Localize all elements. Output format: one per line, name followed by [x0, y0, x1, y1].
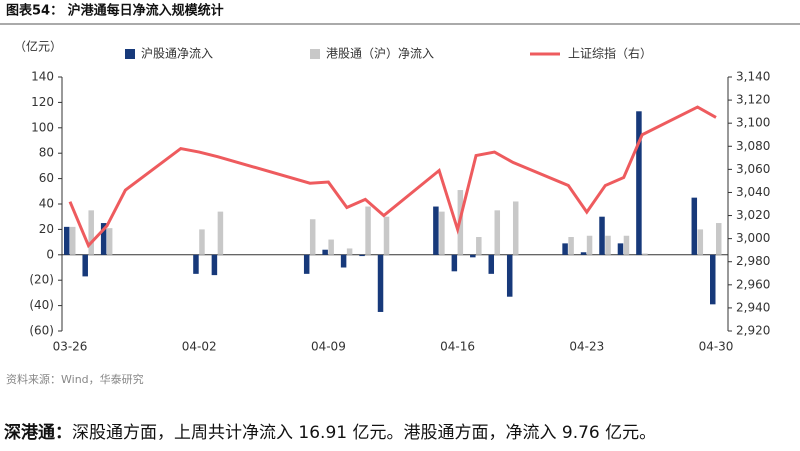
bar — [476, 237, 482, 255]
bar — [340, 254, 347, 268]
source: 资料来源：Wind，华泰研究 — [6, 372, 144, 386]
y2-tick-label: 2,940 — [736, 300, 770, 314]
bar — [512, 201, 519, 255]
y-tick-label: 60 — [39, 171, 54, 185]
line-series — [68, 105, 717, 249]
footer-text: 深股通方面，上周共计净流入 16.91 亿元。港股通方面，净流入 9.76 亿元… — [72, 423, 656, 443]
y2-tick-label: 3,020 — [736, 208, 770, 222]
y2-tick-label: 3,000 — [736, 231, 770, 245]
bar — [716, 223, 722, 255]
bar — [88, 210, 94, 255]
bar — [64, 226, 70, 255]
y-tick-label: 140 — [31, 70, 54, 84]
legend-label: 上证综指（右） — [568, 46, 652, 61]
bar — [642, 253, 648, 255]
y2-tick-label: 2,980 — [736, 254, 770, 268]
y2-tick-label: 2,920 — [736, 324, 770, 338]
bar — [211, 254, 218, 276]
bar — [488, 254, 495, 274]
y-tick-label: 80 — [39, 146, 54, 160]
bar — [599, 216, 605, 255]
bar — [710, 254, 716, 305]
x-tick-label: 04-16 — [440, 340, 475, 354]
bar — [470, 254, 476, 258]
y2-tick-label: 3,080 — [736, 139, 770, 153]
bar — [309, 219, 316, 255]
y2-tick-label: 3,100 — [736, 116, 770, 130]
bar — [562, 243, 568, 255]
y2-tick-label: 3,040 — [736, 185, 770, 199]
legend-swatch — [310, 49, 320, 59]
bar — [346, 248, 353, 255]
y-tick-label: (20) — [29, 273, 54, 287]
bar — [328, 239, 334, 255]
y2-tick-label: 3,140 — [736, 70, 770, 84]
bar — [322, 249, 328, 255]
x-tick-label: 03-26 — [53, 340, 88, 354]
y-tick-label: 100 — [31, 120, 54, 134]
y-tick-label: 40 — [39, 197, 54, 211]
bar — [697, 229, 704, 255]
bar — [586, 235, 593, 255]
bar — [383, 216, 390, 255]
y-tick-label: 0 — [46, 247, 54, 261]
x-tick-label: 04-23 — [569, 340, 604, 354]
bar — [433, 206, 439, 255]
bar — [568, 237, 574, 255]
bar — [365, 206, 371, 255]
bar — [605, 235, 611, 255]
bar — [494, 210, 501, 255]
bar — [580, 252, 587, 255]
legend-swatch — [125, 49, 135, 59]
chart-title: 图表54： 沪港通每日净流入规模统计 — [6, 3, 224, 19]
bar — [691, 197, 698, 255]
y-tick-label: (40) — [29, 298, 54, 312]
bar — [106, 228, 113, 255]
bar — [451, 254, 458, 272]
bar — [193, 254, 199, 274]
bar — [377, 254, 384, 312]
y2-tick-label: 3,060 — [736, 162, 770, 176]
legend-label: 港股通（沪）净流入 — [326, 47, 434, 61]
footer-lead: 深港通： — [4, 422, 72, 443]
legend-label: 沪股通净流入 — [141, 47, 213, 61]
bar — [70, 226, 76, 255]
bar — [439, 211, 445, 255]
bar — [100, 223, 107, 255]
y-axis-label: （亿元） — [14, 39, 62, 54]
bar — [303, 254, 310, 274]
footer: 深港通：深股通方面，上周共计净流入 16.91 亿元。港股通方面，净流入 9.7… — [4, 422, 656, 443]
y-tick-label: (60) — [29, 324, 54, 338]
bar — [359, 254, 365, 257]
bar — [199, 229, 205, 255]
bar — [617, 243, 624, 255]
bar — [506, 254, 513, 297]
y2-tick-label: 3,120 — [736, 93, 770, 107]
bar — [217, 211, 224, 255]
x-tick-label: 04-30 — [699, 340, 734, 354]
y-tick-label: 20 — [39, 222, 54, 236]
x-tick-label: 04-09 — [311, 340, 346, 354]
bar — [82, 254, 88, 277]
x-tick-label: 04-02 — [182, 340, 217, 354]
y2-tick-label: 2,960 — [736, 277, 770, 291]
bar — [623, 235, 630, 255]
bar — [636, 111, 642, 255]
y-tick-label: 120 — [31, 95, 54, 109]
